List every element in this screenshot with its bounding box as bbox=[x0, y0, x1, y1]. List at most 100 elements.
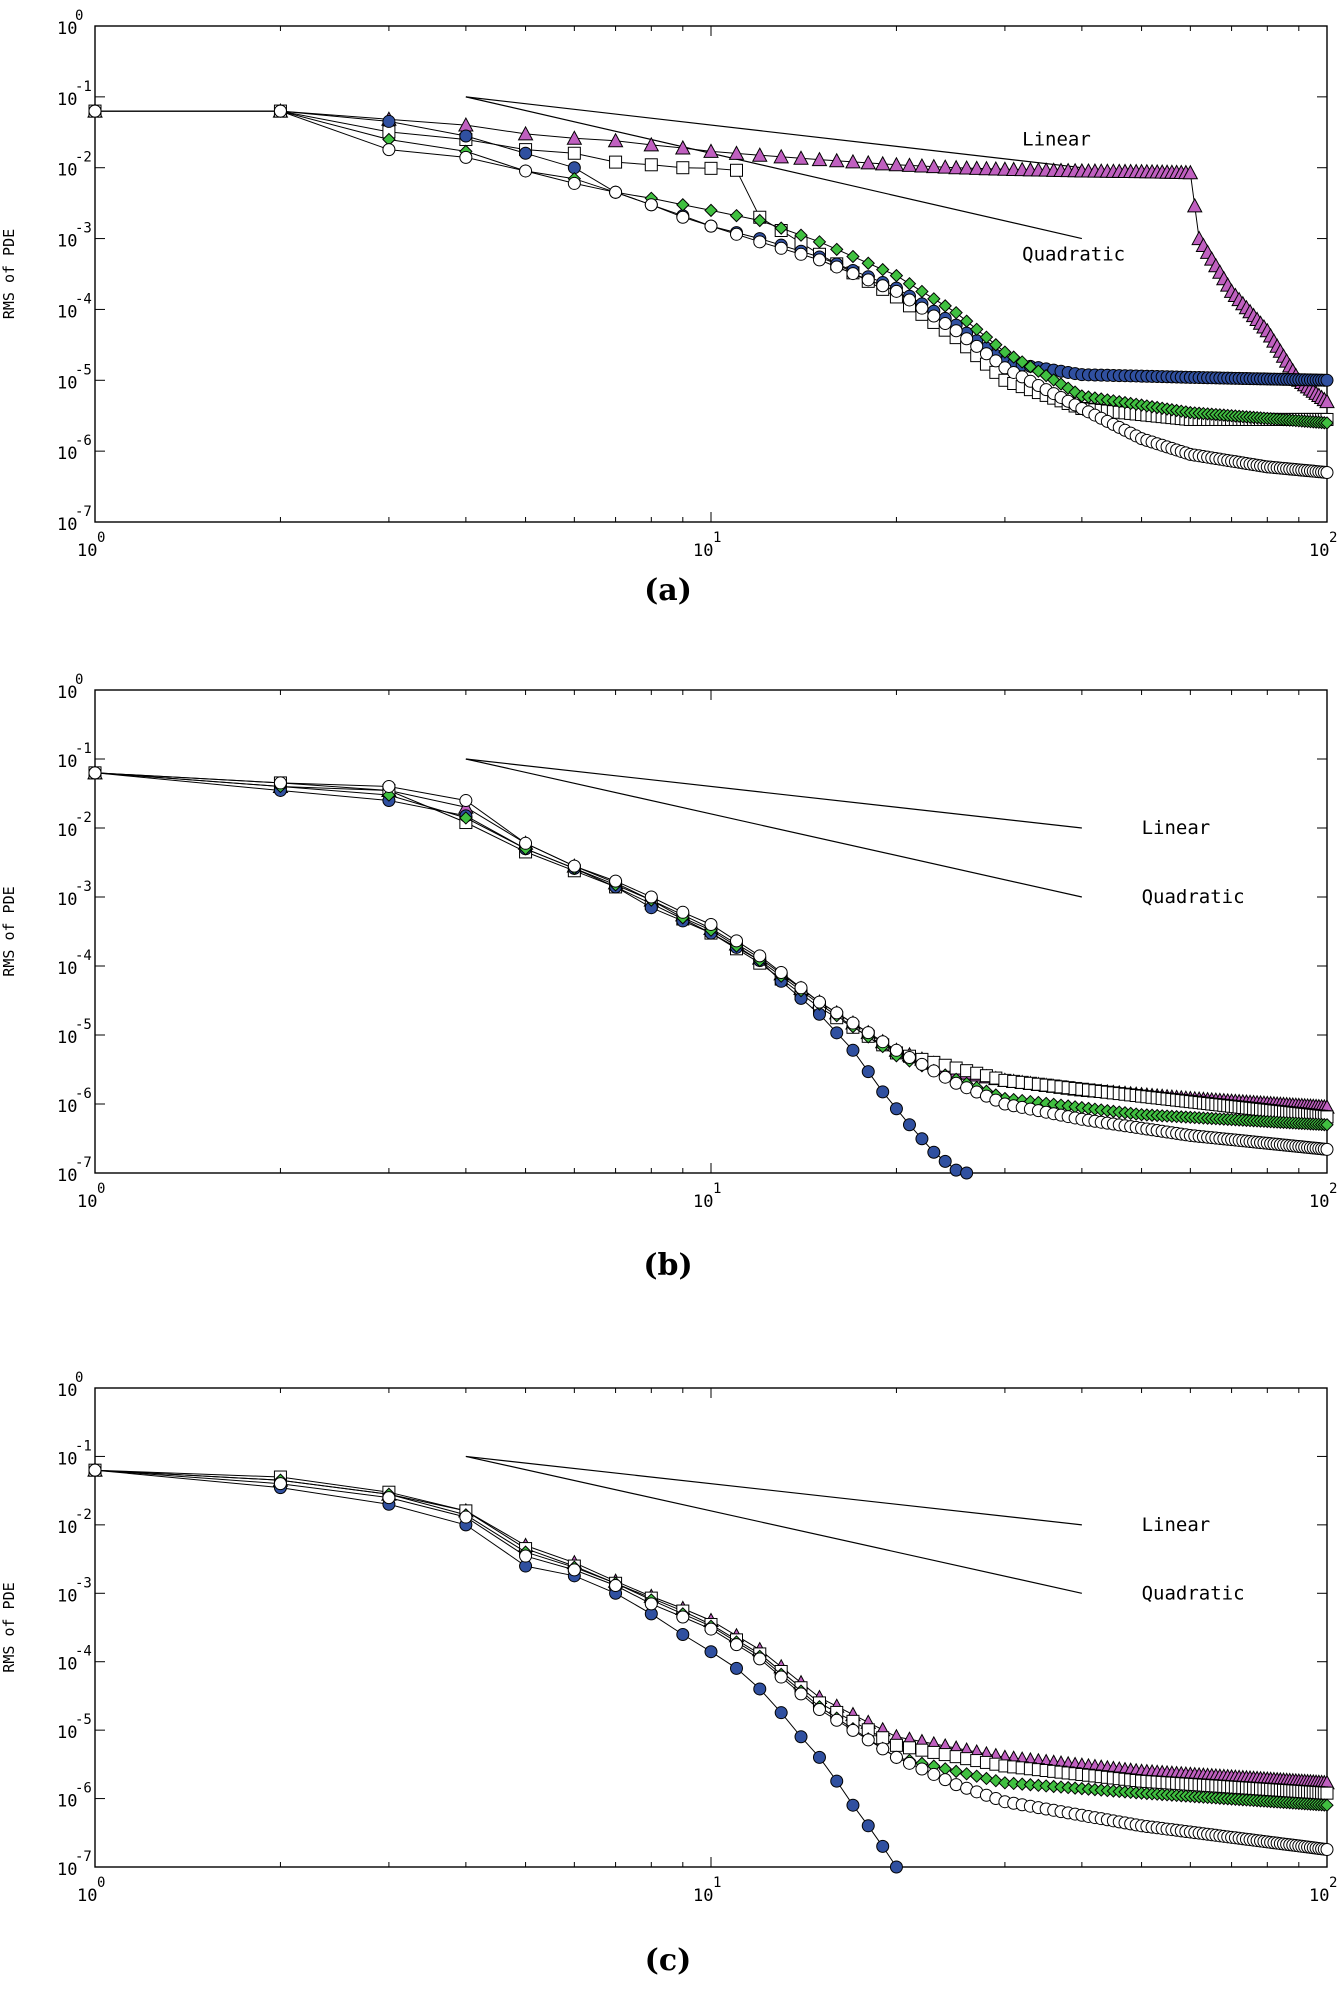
data-point bbox=[609, 185, 623, 199]
data-point bbox=[753, 213, 767, 228]
data-point bbox=[874, 155, 891, 171]
data-point bbox=[959, 1767, 974, 1781]
data-point bbox=[938, 1748, 952, 1762]
data-point bbox=[978, 160, 995, 176]
y-tick-label: 10 bbox=[57, 890, 77, 910]
data-point bbox=[88, 766, 102, 780]
data-point bbox=[970, 322, 984, 337]
data-point bbox=[644, 890, 658, 904]
data-point bbox=[644, 198, 658, 212]
data-point bbox=[925, 158, 942, 174]
y-tick-label-exponent: -6 bbox=[75, 1781, 92, 1797]
y-tick-label-exponent: -7 bbox=[75, 504, 92, 520]
data-point bbox=[812, 1750, 826, 1764]
annotation-quadratic: Quadratic bbox=[1022, 243, 1125, 265]
data-point bbox=[1015, 355, 1029, 369]
data-point bbox=[609, 1578, 623, 1592]
data-point bbox=[751, 147, 768, 162]
data-point bbox=[927, 1745, 941, 1759]
y-tick-label: 10 bbox=[57, 1518, 77, 1538]
y-tick-label-exponent: -4 bbox=[75, 291, 92, 307]
series-line bbox=[94, 1469, 1328, 1806]
y-tick-label-exponent: 0 bbox=[75, 672, 83, 688]
y-tick-label: 10 bbox=[57, 1586, 77, 1606]
x-tick-label-exponent: 0 bbox=[97, 530, 105, 546]
data-point bbox=[704, 917, 718, 931]
data-point bbox=[938, 1762, 952, 1776]
data-point bbox=[517, 125, 534, 141]
data-point bbox=[774, 241, 788, 255]
data-point bbox=[876, 1839, 890, 1853]
data-point bbox=[644, 158, 658, 172]
data-point bbox=[566, 130, 583, 145]
y-tick-label-exponent: -7 bbox=[75, 1849, 92, 1865]
data-point bbox=[382, 143, 396, 157]
x-tick-label-exponent: 2 bbox=[1329, 530, 1337, 546]
data-point bbox=[888, 156, 905, 172]
data-point bbox=[949, 324, 963, 338]
y-tick-label-exponent: -2 bbox=[75, 1507, 92, 1523]
data-point bbox=[703, 143, 719, 158]
data-point bbox=[846, 1016, 860, 1030]
data-point bbox=[519, 146, 533, 160]
data-point bbox=[876, 262, 890, 277]
y-axis-label: RMS of PDE bbox=[0, 229, 18, 319]
y-tick-label-exponent: -3 bbox=[75, 879, 92, 895]
panel-caption: (c) bbox=[645, 1943, 692, 1978]
series-diamond bbox=[88, 104, 1334, 430]
data-point bbox=[830, 242, 844, 257]
data-point bbox=[519, 1549, 533, 1563]
data-point bbox=[902, 1051, 916, 1065]
data-point bbox=[382, 114, 396, 128]
reference-line-linear bbox=[465, 1455, 1082, 1526]
data-point bbox=[876, 1742, 890, 1756]
data-point bbox=[938, 1154, 952, 1168]
data-point bbox=[704, 1622, 718, 1636]
data-point bbox=[567, 859, 581, 873]
annotation-linear: Linear bbox=[1022, 129, 1091, 151]
data-point bbox=[889, 1860, 903, 1874]
chart-panel-b: 10010-110-210-310-410-510-610-7100101102… bbox=[0, 672, 1337, 1283]
x-tick-label: 10 bbox=[1309, 1886, 1329, 1906]
data-point bbox=[1320, 1786, 1334, 1800]
data-point bbox=[958, 159, 975, 175]
data-point bbox=[704, 219, 718, 233]
y-tick-label: 10 bbox=[57, 444, 77, 464]
data-point bbox=[915, 284, 929, 299]
data-point bbox=[889, 284, 903, 298]
data-point bbox=[644, 1597, 658, 1611]
data-point bbox=[1320, 416, 1334, 430]
data-point bbox=[794, 1730, 808, 1744]
data-point bbox=[828, 152, 845, 168]
data-point bbox=[729, 1661, 743, 1675]
data-point bbox=[519, 836, 533, 850]
data-point bbox=[970, 339, 984, 353]
panel-caption: (a) bbox=[644, 573, 692, 608]
data-point bbox=[901, 157, 918, 172]
y-tick-label: 10 bbox=[57, 1028, 77, 1048]
y-tick-label-exponent: -1 bbox=[75, 741, 92, 757]
data-point bbox=[1186, 197, 1203, 213]
data-point bbox=[914, 157, 930, 173]
data-point bbox=[902, 1756, 916, 1770]
reference-line-quadratic bbox=[465, 1455, 1082, 1594]
data-point bbox=[861, 1026, 875, 1040]
x-tick-label-exponent: 0 bbox=[97, 1875, 105, 1891]
data-point bbox=[915, 1132, 929, 1146]
series-diamond bbox=[88, 766, 1334, 1132]
data-point bbox=[938, 1070, 952, 1084]
y-tick-label: 10 bbox=[57, 302, 77, 322]
data-point bbox=[979, 1771, 994, 1786]
data-point bbox=[927, 1767, 941, 1781]
y-tick-label: 10 bbox=[57, 1860, 77, 1880]
y-tick-label: 10 bbox=[57, 373, 77, 393]
data-point bbox=[676, 210, 690, 224]
panel-caption: (b) bbox=[643, 1248, 692, 1283]
data-point bbox=[927, 309, 941, 323]
x-tick-label-exponent: 1 bbox=[713, 1181, 721, 1197]
data-point bbox=[273, 104, 287, 118]
y-tick-label-exponent: -2 bbox=[75, 150, 92, 166]
y-tick-label-exponent: -3 bbox=[75, 221, 92, 237]
data-point bbox=[938, 299, 952, 313]
data-point bbox=[949, 305, 963, 320]
